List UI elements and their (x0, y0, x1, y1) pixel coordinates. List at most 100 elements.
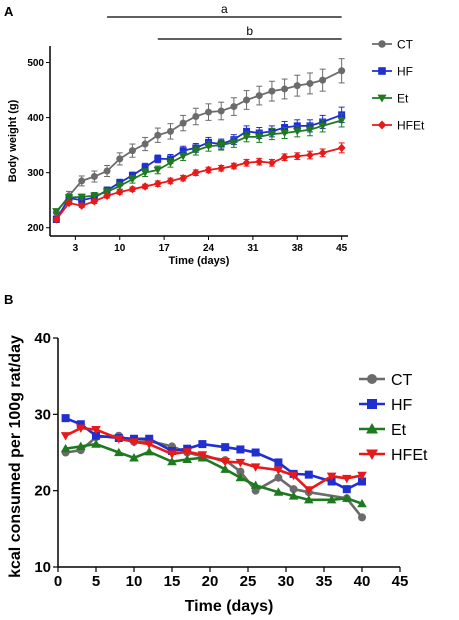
panel-a-point-Et (140, 169, 150, 177)
panel-a-legend-marker-CT (378, 40, 386, 48)
panel-b-point-HF (358, 477, 366, 486)
panel-b-point-Et (182, 454, 192, 463)
panel-a-point-CT (217, 107, 225, 115)
panel-a-point-Et (255, 133, 264, 142)
panel-b-point-Et (288, 491, 299, 500)
panel-b-point-Et (326, 495, 337, 504)
panel-b-y-tick-label: 10 (34, 559, 51, 576)
panel-a-point-Et (204, 143, 213, 151)
panel-a-point-HF (154, 155, 162, 163)
panel-b-x-tick-label: 10 (126, 573, 143, 590)
panel-a-point-HFEt (217, 164, 226, 173)
panel-a-point-Et (280, 129, 289, 138)
panel-b-point-HFEt (129, 438, 139, 447)
panel-a-x-axis-title: Time (days) (169, 255, 230, 267)
panel-b-point-HFEt (60, 432, 71, 441)
panel-a-point-Et (52, 208, 61, 216)
panel-b-point-CT (358, 513, 366, 522)
panel-b-point-HFEt (250, 463, 261, 472)
panel-b-x-tick-label: 25 (240, 573, 257, 590)
panel-b-point-HFEt (197, 451, 208, 460)
panel-a-point-CT (205, 108, 213, 116)
panel-b-series-line-HF (65, 416, 363, 491)
panel-b-point-HFEt (91, 426, 101, 435)
panel-a-point-Et (191, 147, 201, 155)
panel-a-point-CT (293, 82, 301, 90)
panel-a-legend-label-HF: HF (397, 65, 413, 79)
panel-b-point-CT (236, 467, 245, 476)
panel-a-point-HFEt (268, 158, 276, 167)
panel-a-point-CT (78, 177, 86, 185)
panel-b-legend-label-Et: Et (391, 422, 407, 439)
panel-a-x-tick-label: 3 (73, 243, 79, 254)
panel-b-point-HF (274, 458, 283, 467)
panel-a-point-HFEt (337, 143, 346, 153)
panel-a-point-HF (141, 163, 149, 171)
panel-a-point-Et (229, 139, 239, 147)
panel-b-point-HF (92, 431, 100, 440)
panel-b-point-Et (91, 439, 101, 448)
panel-a-point-CT (281, 85, 289, 93)
panel-b-point-Et (129, 453, 139, 462)
panel-b-legend-label-CT: CT (391, 372, 413, 389)
panel-b-point-HFEt (342, 474, 352, 484)
panel-a-point-HFEt (115, 187, 124, 197)
panel-a-point-Et (337, 117, 346, 125)
panel-a-point-CT (116, 155, 124, 163)
panel-a-point-CT (319, 76, 327, 84)
panel-b-point-HF (236, 445, 245, 454)
panel-b-y-tick-label: 20 (34, 483, 51, 500)
panel-a-legend-marker-Et (377, 94, 387, 103)
panel-a-legend-label-HFEt: HFEt (397, 119, 425, 133)
panel-a-point-Et (90, 192, 99, 200)
panel-b-point-HFEt (326, 472, 337, 481)
panel-a-point-Et (128, 176, 137, 184)
panel-a-point-CT (230, 103, 238, 111)
panel-a-y-axis-title: Body weight (g) (7, 99, 19, 182)
panel-b-point-Et (167, 456, 177, 466)
panel-b-point-HF (198, 440, 207, 449)
panel-a-y-tick-label: 300 (27, 168, 44, 179)
panel-b-x-tick-label: 45 (392, 573, 409, 590)
panel-b-point-Et (273, 487, 284, 496)
panel-a-point-HFEt (128, 184, 137, 194)
panel-b-legend-label-HF: HF (391, 397, 413, 414)
panel-a-point-HFEt (65, 198, 73, 208)
panel-b-point-Et (342, 493, 352, 502)
panel-label-b: B (4, 292, 13, 307)
panel-a-point-Et (267, 130, 277, 139)
panel-a-point-HFEt (141, 182, 149, 191)
panel-a-point-HFEt (52, 215, 61, 224)
panel-b-y-axis-title: kcal consumed per 100g rat/day (7, 335, 24, 578)
panel-a-point-Et (178, 152, 188, 161)
panel-a-point-HFEt (318, 148, 327, 158)
panel-a-point-CT (141, 140, 149, 148)
panel-a-series-line-Et (55, 119, 342, 212)
panel-a-legend-marker-HFEt (377, 120, 387, 130)
panel-a-point-Et (318, 122, 327, 131)
panel-b-x-tick-label: 5 (92, 573, 100, 590)
panel-b-x-tick-label: 0 (54, 573, 62, 590)
panel-a-point-HFEt (191, 168, 200, 177)
panel-b-point-Et (357, 498, 367, 508)
panel-b-point-HFEt (144, 440, 154, 449)
panel-b-legend-marker-HF (367, 399, 377, 409)
panel-b-x-tick-label: 20 (202, 573, 219, 590)
panel-a-point-HFEt (242, 158, 251, 167)
panel-b-point-Et (220, 464, 230, 473)
panel-label-a: A (4, 4, 14, 19)
panel-a-x-tick-label: 17 (159, 243, 171, 254)
panel-b-point-HF (304, 470, 313, 479)
panel-a-series-line-CT (55, 69, 343, 213)
panel-b-point-HF (342, 485, 351, 494)
panel-b-point-CT (274, 473, 283, 482)
panel-b-point-HFEt (273, 466, 284, 475)
panel-b-point-HFEt (114, 435, 124, 444)
panel-b-point-HF (76, 420, 85, 429)
panel-a-point-HFEt (90, 197, 99, 206)
panel-a-x-tick-label: 31 (247, 243, 259, 254)
panel-b-series-line-Et (65, 442, 363, 505)
panel-a-point-HF (243, 127, 251, 135)
panel-b-point-HFEt (304, 486, 314, 495)
